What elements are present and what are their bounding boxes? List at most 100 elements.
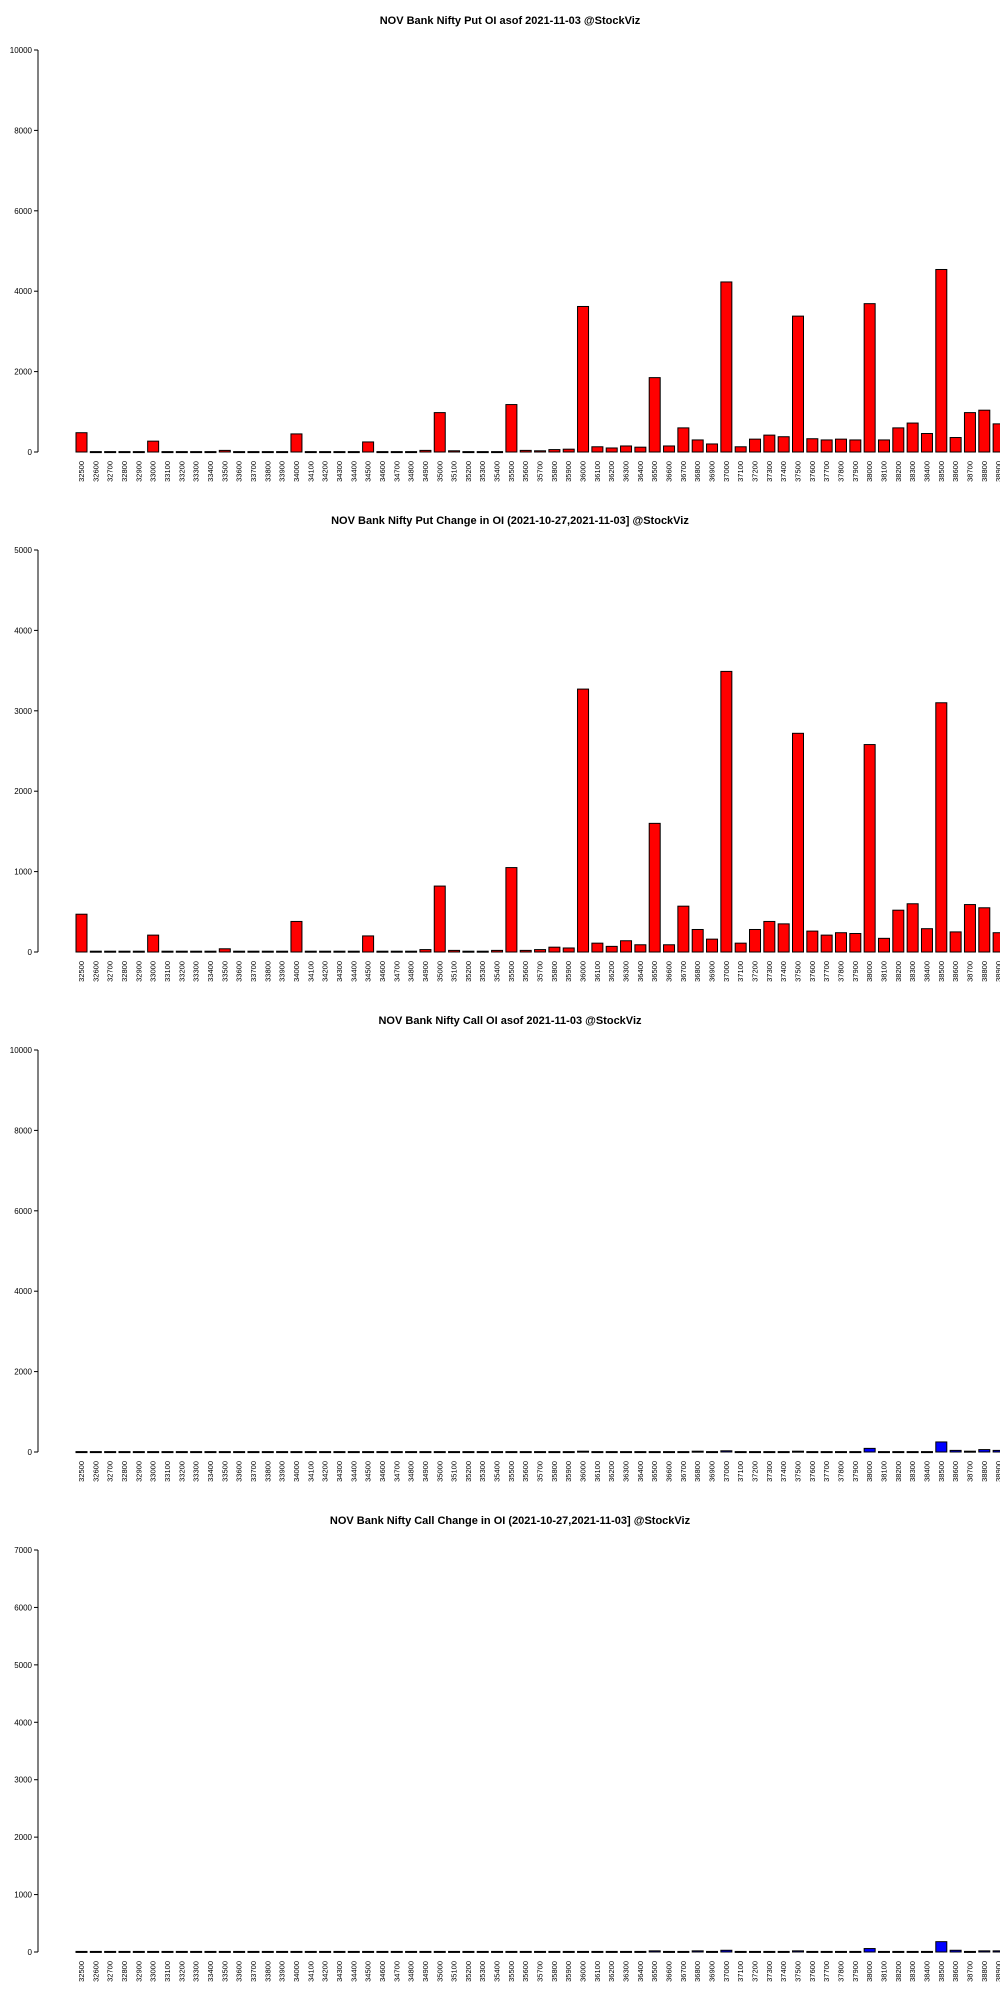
bar-36500 — [648, 822, 661, 953]
x-tick-label: 36500 — [650, 1461, 659, 1482]
bar-36800 — [691, 439, 704, 453]
x-tick-label: 37800 — [836, 961, 845, 982]
x-tick-label: 34600 — [378, 461, 387, 482]
x-tick-label: 33400 — [206, 1461, 215, 1482]
x-tick-label: 32600 — [91, 1961, 100, 1982]
bar-33700 — [247, 950, 260, 953]
x-tick-label: 36600 — [665, 1961, 674, 1982]
x-tick-label: 36500 — [650, 461, 659, 482]
x-tick-label: 36200 — [607, 1961, 616, 1982]
x-tick-label: 32500 — [77, 961, 86, 982]
bar-36700 — [677, 427, 690, 453]
bar-34600 — [376, 950, 389, 953]
x-tick-label: 35300 — [478, 461, 487, 482]
x-tick-label: 37400 — [779, 961, 788, 982]
bar-33000 — [147, 440, 160, 453]
x-tick-label: 38700 — [965, 1961, 974, 1982]
bar-37100 — [734, 1451, 747, 1454]
bar-34300 — [333, 1451, 346, 1454]
x-tick-label: 33400 — [206, 1961, 215, 1982]
x-tick-label: 33100 — [163, 1961, 172, 1982]
bar-33400 — [204, 1950, 217, 1953]
bar-35900 — [562, 1451, 575, 1454]
x-tick-label: 37300 — [765, 1461, 774, 1482]
bar-33300 — [190, 451, 203, 454]
x-tick-label: 37800 — [836, 461, 845, 482]
bar-35500 — [505, 404, 518, 453]
bar-37600 — [806, 438, 819, 453]
x-tick-label: 36000 — [579, 461, 588, 482]
y-tick-label: 7000 — [14, 1546, 32, 1555]
bar-33900 — [276, 1451, 289, 1454]
bar-32600 — [89, 1451, 102, 1454]
x-tick-label: 38100 — [879, 1461, 888, 1482]
bar-37900 — [849, 1950, 862, 1953]
x-tick-label: 34500 — [364, 961, 373, 982]
x-tick-label: 34900 — [421, 461, 430, 482]
bar-35100 — [448, 1451, 461, 1454]
bar-33200 — [175, 1950, 188, 1953]
x-tick-label: 32700 — [106, 1461, 115, 1482]
x-tick-label: 37500 — [794, 1961, 803, 1982]
bar-35700 — [534, 450, 547, 453]
x-tick-label: 33700 — [249, 961, 258, 982]
bar-34700 — [390, 1451, 403, 1454]
x-tick-label: 38300 — [908, 1961, 917, 1982]
bar-37200 — [749, 1950, 762, 1953]
y-tick-label: 3000 — [14, 1776, 32, 1785]
x-tick-label: 32800 — [120, 1961, 129, 1982]
x-tick-label: 36100 — [593, 1961, 602, 1982]
x-tick-label: 33900 — [278, 1961, 287, 1982]
bar-38300 — [906, 903, 919, 953]
x-tick-label: 35500 — [507, 1961, 516, 1982]
bar-33400 — [204, 950, 217, 953]
x-tick-label: 36700 — [679, 461, 688, 482]
bar-34000 — [290, 1950, 303, 1953]
y-tick-label: 0 — [28, 948, 33, 957]
x-tick-label: 34100 — [306, 1461, 315, 1482]
x-tick-label: 36900 — [708, 1461, 717, 1482]
x-tick-label: 36700 — [679, 961, 688, 982]
bar-35000 — [433, 412, 446, 453]
bar-38800 — [978, 409, 991, 453]
bar-35300 — [476, 1950, 489, 1953]
x-tick-label: 34900 — [421, 1461, 430, 1482]
x-tick-label: 37100 — [736, 461, 745, 482]
bar-33900 — [276, 950, 289, 953]
bar-36100 — [591, 1950, 604, 1953]
x-tick-label: 35600 — [521, 461, 530, 482]
bar-38200 — [892, 909, 905, 953]
x-tick-label: 36000 — [579, 1461, 588, 1482]
x-tick-label: 32600 — [91, 1461, 100, 1482]
x-tick-label: 37200 — [751, 461, 760, 482]
x-tick-label: 32500 — [77, 1461, 86, 1482]
x-tick-label: 38300 — [908, 1461, 917, 1482]
x-tick-label: 33700 — [249, 461, 258, 482]
x-tick-label: 32700 — [106, 961, 115, 982]
bar-37100 — [734, 446, 747, 453]
bar-34100 — [304, 1950, 317, 1953]
bar-33400 — [204, 451, 217, 454]
x-tick-label: 33100 — [163, 961, 172, 982]
bar-33600 — [233, 1950, 246, 1953]
bar-38300 — [906, 1950, 919, 1953]
x-tick-label: 32900 — [134, 961, 143, 982]
x-tick-label: 34800 — [407, 961, 416, 982]
x-tick-label: 37300 — [765, 461, 774, 482]
bar-38200 — [892, 427, 905, 453]
x-tick-label: 38300 — [908, 961, 917, 982]
x-tick-label: 35700 — [536, 461, 545, 482]
bar-36400 — [634, 944, 647, 953]
y-tick-label: 5000 — [14, 546, 32, 555]
x-tick-label: 33500 — [220, 961, 229, 982]
bar-37200 — [749, 1451, 762, 1454]
x-tick-label: 37600 — [808, 461, 817, 482]
bar-33800 — [261, 950, 274, 953]
x-tick-label: 38200 — [894, 961, 903, 982]
bar-37300 — [763, 434, 776, 453]
bar-38600 — [949, 1949, 962, 1953]
bar-33300 — [190, 1950, 203, 1953]
bar-34900 — [419, 1950, 432, 1953]
bar-34600 — [376, 1950, 389, 1953]
x-tick-label: 33100 — [163, 1461, 172, 1482]
